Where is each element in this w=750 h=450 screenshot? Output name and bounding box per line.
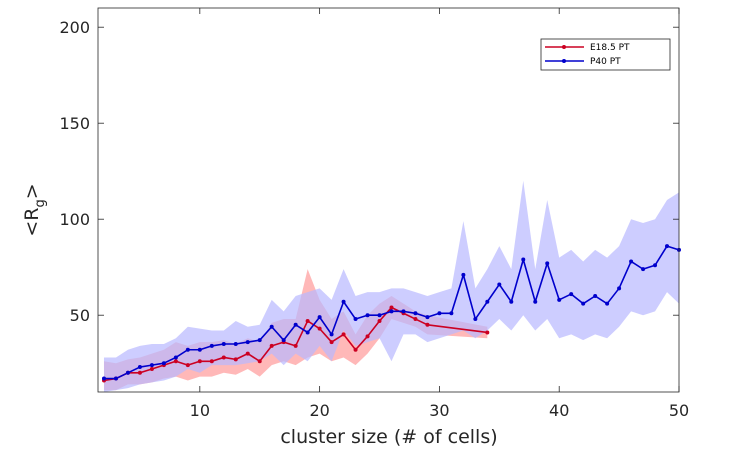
y-tick-label: 50 xyxy=(70,306,90,325)
point-series-1 xyxy=(641,267,646,272)
point-series-1 xyxy=(341,299,346,304)
y-tick-label: 200 xyxy=(59,18,90,37)
point-series-1 xyxy=(617,286,622,291)
point-series-1 xyxy=(161,361,166,366)
point-series-1 xyxy=(569,292,574,297)
point-series-1 xyxy=(257,338,262,343)
point-series-1 xyxy=(533,299,538,304)
point-series-1 xyxy=(437,311,442,316)
point-series-0 xyxy=(245,351,250,356)
point-series-0 xyxy=(353,347,358,352)
axes xyxy=(97,7,680,393)
point-series-1 xyxy=(581,301,586,306)
point-series-1 xyxy=(137,365,142,370)
point-series-1 xyxy=(509,299,514,304)
point-series-1 xyxy=(401,309,406,314)
point-series-0 xyxy=(341,332,346,337)
point-series-1 xyxy=(113,376,118,381)
point-series-0 xyxy=(257,359,262,364)
point-series-1 xyxy=(449,311,454,316)
point-series-0 xyxy=(425,322,430,327)
point-series-1 xyxy=(185,347,190,352)
point-series-0 xyxy=(185,363,190,368)
point-series-0 xyxy=(389,305,394,310)
point-series-1 xyxy=(233,342,238,346)
point-series-1 xyxy=(377,313,382,318)
point-series-1 xyxy=(221,342,226,346)
point-series-0 xyxy=(221,355,226,360)
x-tick-label: 50 xyxy=(669,401,689,420)
point-series-0 xyxy=(485,330,490,335)
point-series-1 xyxy=(365,313,370,318)
x-tick-label: 40 xyxy=(549,401,569,420)
y-tick-label: 100 xyxy=(59,210,90,229)
point-series-0 xyxy=(209,359,214,364)
point-series-0 xyxy=(317,326,322,331)
legend-marker-e18 xyxy=(562,45,566,49)
point-series-0 xyxy=(365,334,370,339)
point-series-1 xyxy=(665,244,670,249)
plot-frame xyxy=(97,7,680,393)
legend-label-e18: E18.5 PT xyxy=(590,43,630,53)
point-series-1 xyxy=(317,315,322,320)
band-series-1 xyxy=(103,180,680,392)
point-series-1 xyxy=(473,317,478,322)
point-series-1 xyxy=(461,272,466,277)
point-series-1 xyxy=(269,324,274,329)
legend: E18.5 PT P40 PT xyxy=(540,38,671,71)
point-series-1 xyxy=(149,363,154,368)
legend-box xyxy=(540,38,671,71)
point-series-0 xyxy=(293,343,298,348)
point-series-1 xyxy=(245,340,250,345)
y-axis-label-sub: g xyxy=(33,199,48,207)
point-series-0 xyxy=(413,317,418,322)
point-series-1 xyxy=(605,301,610,306)
legend-marker-p40 xyxy=(562,59,566,63)
point-series-1 xyxy=(521,257,526,262)
point-series-1 xyxy=(557,297,562,302)
point-series-1 xyxy=(281,338,286,343)
point-series-1 xyxy=(485,299,490,304)
point-series-1 xyxy=(173,355,178,360)
point-series-1 xyxy=(593,294,598,298)
point-series-1 xyxy=(329,332,334,337)
svg-text:<Rg>: <Rg> xyxy=(21,183,48,236)
point-series-1 xyxy=(101,376,106,381)
point-series-1 xyxy=(413,311,418,316)
point-series-0 xyxy=(197,359,202,364)
y-axis-label: <Rg> xyxy=(21,183,48,236)
point-series-1 xyxy=(497,282,502,287)
point-series-0 xyxy=(329,340,334,345)
point-series-1 xyxy=(353,317,358,322)
point-series-0 xyxy=(173,359,178,364)
point-series-1 xyxy=(305,330,310,335)
point-series-1 xyxy=(197,347,202,352)
point-series-1 xyxy=(653,263,658,268)
legend-label-p40: P40 PT xyxy=(590,57,621,67)
point-series-0 xyxy=(137,370,142,375)
x-tick-label: 30 xyxy=(429,401,449,420)
x-tick-label: 10 xyxy=(190,401,210,420)
point-series-1 xyxy=(209,343,214,348)
point-series-1 xyxy=(425,315,430,320)
point-series-1 xyxy=(125,370,130,375)
point-series-1 xyxy=(545,261,550,266)
series-points xyxy=(101,244,681,383)
y-tick-label: 150 xyxy=(59,114,90,133)
point-series-0 xyxy=(377,318,382,323)
point-series-0 xyxy=(305,318,310,323)
point-series-1 xyxy=(629,259,634,264)
y-axis-label-main: <R xyxy=(21,208,43,237)
point-series-0 xyxy=(149,366,154,371)
point-series-0 xyxy=(269,343,274,348)
x-tick-label: 20 xyxy=(309,401,329,420)
tick-labels: 10 20 30 40 50 50 100 150 200 xyxy=(59,18,689,420)
point-series-1 xyxy=(389,309,394,314)
point-series-0 xyxy=(233,357,238,362)
point-series-1 xyxy=(293,322,298,327)
x-axis-label: cluster size (# of cells) xyxy=(280,426,497,448)
y-axis-label-close: > xyxy=(21,183,43,199)
